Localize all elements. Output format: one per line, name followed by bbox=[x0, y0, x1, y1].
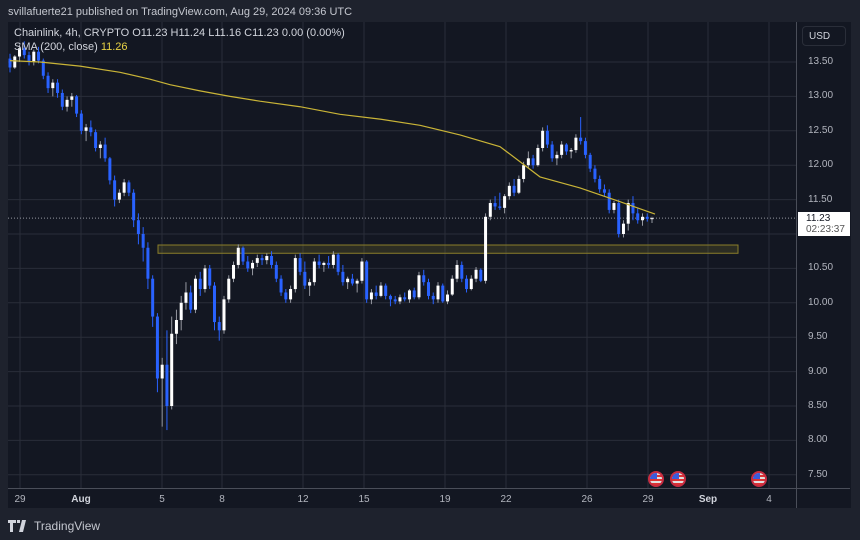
bar-countdown: 02:23:37 bbox=[806, 224, 845, 235]
time-tick: 15 bbox=[358, 494, 370, 505]
time-tick: 29 bbox=[642, 494, 654, 505]
time-tick: 8 bbox=[219, 494, 225, 505]
time-tick: 12 bbox=[297, 494, 309, 505]
price-tick: 9.50 bbox=[808, 331, 828, 343]
time-axis-border bbox=[8, 488, 850, 489]
currency-button[interactable]: USD bbox=[802, 26, 846, 46]
price-tick: 10.00 bbox=[808, 296, 834, 308]
price-tick: 12.50 bbox=[808, 124, 834, 136]
time-tick: Sep bbox=[698, 494, 718, 505]
time-tick: Aug bbox=[71, 494, 91, 505]
price-tick: 12.00 bbox=[808, 159, 834, 171]
price-tick: 13.00 bbox=[808, 90, 834, 102]
brand-label: TradingView bbox=[34, 519, 101, 533]
us-flag-icon[interactable] bbox=[670, 471, 686, 487]
price-tick: 10.50 bbox=[808, 262, 834, 274]
time-tick: 29 bbox=[14, 494, 26, 505]
time-tick: 19 bbox=[439, 494, 451, 505]
last-price-badge: 11.23 02:23:37 bbox=[798, 212, 850, 236]
tradingview-logo[interactable]: TradingView bbox=[8, 519, 100, 533]
us-flag-icon[interactable] bbox=[751, 471, 767, 487]
sma-label: SMA (200, close) bbox=[14, 41, 98, 53]
price-tick: 9.00 bbox=[808, 365, 828, 377]
price-tick: 13.50 bbox=[808, 56, 834, 67]
tradingview-logo-icon bbox=[8, 520, 26, 532]
chart-pane[interactable] bbox=[8, 22, 796, 508]
price-tick: 11.50 bbox=[808, 193, 833, 205]
time-tick: 22 bbox=[500, 494, 512, 505]
symbol-legend: Chainlink, 4h, CRYPTO O11.23 H11.24 L11.… bbox=[14, 27, 345, 39]
price-tick: 8.50 bbox=[808, 400, 828, 411]
sma-value: 11.26 bbox=[100, 41, 128, 53]
price-tick: 7.50 bbox=[808, 468, 828, 480]
sma-legend: SMA (200, close) 11.26 bbox=[14, 41, 128, 53]
last-price: 11.23 bbox=[806, 213, 831, 224]
price-axis[interactable] bbox=[796, 22, 851, 508]
price-tick: 8.00 bbox=[808, 434, 828, 446]
publish-info: svillafuerte21 published on TradingView.… bbox=[8, 6, 353, 18]
time-tick: 5 bbox=[159, 494, 165, 505]
time-tick: 4 bbox=[766, 494, 772, 505]
time-tick: 26 bbox=[581, 494, 593, 505]
us-flag-icon[interactable] bbox=[648, 471, 664, 487]
